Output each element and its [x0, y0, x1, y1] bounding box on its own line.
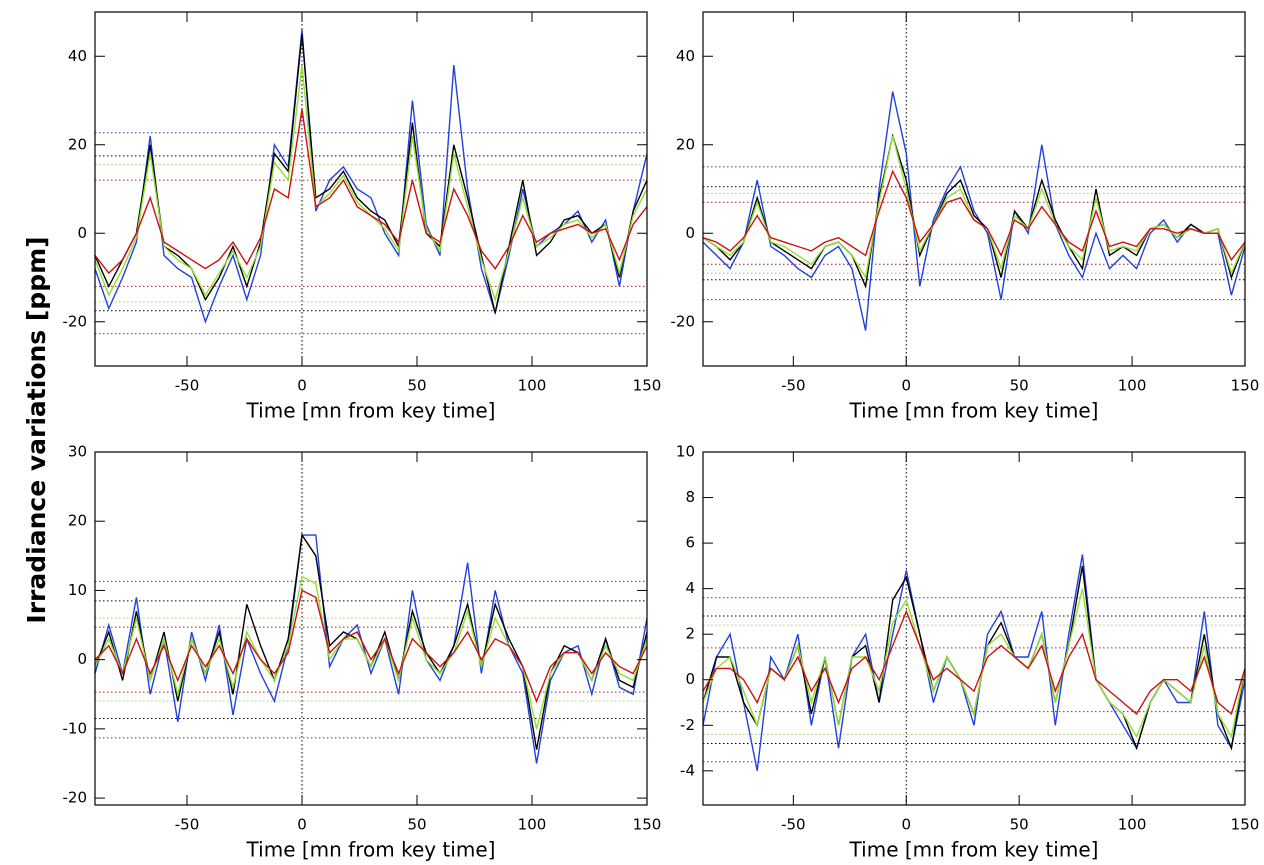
y-tick-label: 2 [685, 625, 695, 643]
panel: -20 -10 0 10 20 30 -50 0 50 100 150 Time [mn from k… [63, 443, 662, 862]
x-tick-label: 50 [1010, 377, 1029, 395]
y-tick-label: 6 [685, 534, 695, 552]
plot-frame [702, 451, 1246, 806]
x-tick-label: 150 [633, 816, 662, 834]
y-tick-label: 10 [676, 443, 695, 461]
x-axis-label: Time [mn from key time] [246, 399, 496, 423]
x-tick-label: 100 [1118, 816, 1147, 834]
y-tick-label: 0 [685, 670, 695, 688]
series-line [95, 29, 647, 324]
x-tick-label: 150 [1231, 816, 1260, 834]
y-tick-label: -2 [680, 716, 695, 734]
x-tick-label: 100 [518, 377, 547, 395]
y-tick-label: -20 [63, 312, 88, 330]
series-line [703, 169, 1245, 262]
y-tick-label: -10 [63, 719, 88, 737]
plot-frame [94, 451, 648, 806]
series-line [703, 609, 1245, 716]
y-tick-label: 10 [68, 581, 87, 599]
x-tick-label: 100 [518, 816, 547, 834]
x-tick-label: 0 [901, 816, 911, 834]
series-line [95, 34, 647, 314]
x-tick-label: 0 [297, 816, 307, 834]
panel: -20 0 20 40 -50 0 50 100 150 Time [mn from key ti… [63, 11, 662, 423]
y-tick-label: -4 [680, 761, 695, 779]
y-tick-label: 20 [68, 512, 87, 530]
series-line [95, 109, 647, 275]
y-tick-label: 20 [68, 135, 87, 153]
y-tick-label: 20 [676, 135, 695, 153]
x-tick-label: -50 [175, 377, 200, 395]
x-axis-label: Time [mn from key time] [849, 838, 1099, 862]
y-tick-label: 0 [77, 650, 87, 668]
x-tick-label: 150 [633, 377, 662, 395]
y-axis-label: Irradiance variations [ppm] [22, 236, 51, 623]
x-tick-label: 50 [407, 816, 426, 834]
series-line [703, 554, 1245, 771]
x-tick-label: 100 [1118, 377, 1147, 395]
x-axis-label: Time [mn from key time] [849, 399, 1099, 423]
series-line [95, 534, 647, 764]
series-line [703, 588, 1245, 739]
x-tick-label: 0 [901, 377, 911, 395]
x-tick-label: 0 [297, 377, 307, 395]
y-tick-label: -20 [63, 789, 88, 807]
y-tick-label: 0 [685, 224, 695, 242]
plot-frame [94, 11, 648, 367]
x-axis-label: Time [mn from key time] [246, 838, 496, 862]
x-tick-label: -50 [781, 377, 806, 395]
y-tick-label: 4 [685, 579, 695, 597]
plot-frame [702, 11, 1246, 367]
panel: -20 0 20 40 -50 0 50 100 150 Time [mn from key ti… [671, 11, 1260, 423]
panel: -4 -2 0 2 4 6 8 10 -50 0 50 100 150 Time [mn from key… [676, 443, 1259, 862]
x-tick-label: -50 [781, 816, 806, 834]
y-tick-label: -20 [671, 312, 696, 330]
series-line [95, 589, 647, 704]
x-tick-label: 150 [1231, 377, 1260, 395]
y-tick-label: 40 [68, 47, 87, 65]
series-line [95, 65, 647, 302]
y-tick-label: 40 [676, 47, 695, 65]
y-tick-label: 8 [685, 488, 695, 506]
series-line [703, 91, 1245, 331]
x-tick-label: 50 [1010, 816, 1029, 834]
x-tick-label: -50 [175, 816, 200, 834]
y-tick-label: 0 [77, 224, 87, 242]
x-tick-label: 50 [407, 377, 426, 395]
y-tick-label: 30 [68, 443, 87, 461]
